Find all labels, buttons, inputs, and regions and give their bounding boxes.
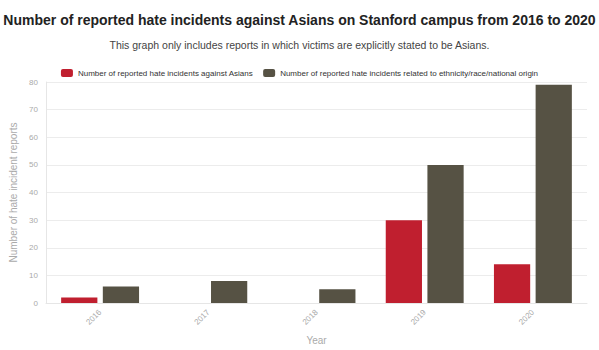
svg-text:60: 60 bbox=[29, 133, 38, 142]
svg-text:80: 80 bbox=[29, 78, 38, 87]
svg-text:10: 10 bbox=[29, 271, 38, 280]
svg-text:70: 70 bbox=[29, 105, 38, 114]
svg-text:Number of reported hate incide: Number of reported hate incidents agains… bbox=[78, 69, 253, 78]
svg-text:2020: 2020 bbox=[517, 307, 536, 326]
svg-text:Year: Year bbox=[306, 335, 327, 346]
svg-text:50: 50 bbox=[29, 160, 38, 169]
svg-text:0: 0 bbox=[34, 299, 39, 308]
svg-text:Number of reported hate incide: Number of reported hate incidents relate… bbox=[280, 69, 538, 78]
svg-text:40: 40 bbox=[29, 188, 38, 197]
svg-text:Number of hate incident report: Number of hate incident reports bbox=[8, 122, 19, 262]
svg-text:This graph only includes repor: This graph only includes reports in whic… bbox=[110, 39, 490, 51]
svg-text:2016: 2016 bbox=[84, 307, 103, 326]
svg-text:Number of reported hate incide: Number of reported hate incidents agains… bbox=[3, 12, 596, 28]
svg-text:2019: 2019 bbox=[409, 307, 428, 326]
svg-text:2017: 2017 bbox=[193, 307, 212, 326]
svg-text:2018: 2018 bbox=[301, 307, 320, 326]
svg-text:20: 20 bbox=[29, 243, 38, 252]
svg-text:30: 30 bbox=[29, 216, 38, 225]
